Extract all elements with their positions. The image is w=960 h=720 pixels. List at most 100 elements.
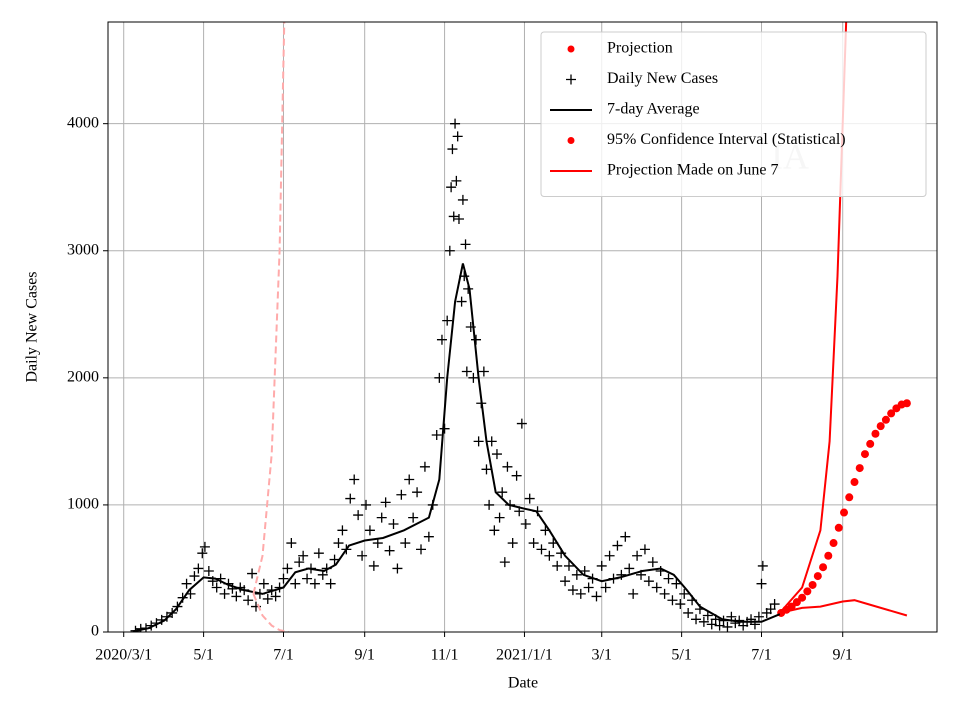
x-tick-label: 2020/3/1 xyxy=(95,647,152,664)
case-marker xyxy=(753,611,764,622)
case-marker xyxy=(434,372,445,383)
case-marker xyxy=(408,512,419,523)
case-marker xyxy=(604,550,615,561)
projection-dot xyxy=(792,598,801,607)
legend-label: 7-day Average xyxy=(607,101,700,118)
case-marker xyxy=(567,585,578,596)
axes-frame xyxy=(107,21,938,633)
case-marker xyxy=(560,576,571,587)
case-marker xyxy=(423,531,434,542)
x-tick-label: 7/1 xyxy=(273,647,293,664)
case-marker xyxy=(536,544,547,555)
case-marker xyxy=(671,578,682,589)
case-marker xyxy=(497,487,508,498)
x-axis-label: Date xyxy=(508,675,538,692)
case-marker xyxy=(189,571,200,582)
band-line xyxy=(252,22,286,595)
case-marker xyxy=(450,118,461,129)
legend-label: Daily New Cases xyxy=(607,70,718,87)
case-marker xyxy=(247,568,258,579)
case-marker xyxy=(181,578,192,589)
case-marker xyxy=(258,578,269,589)
case-marker xyxy=(309,578,320,589)
case-marker xyxy=(243,595,254,606)
case-marker xyxy=(494,512,505,523)
projection-dot xyxy=(803,587,812,596)
case-marker xyxy=(643,576,654,587)
case-marker xyxy=(446,182,457,193)
case-marker xyxy=(575,588,586,599)
y-tick-label: 3000 xyxy=(67,241,99,258)
case-marker xyxy=(412,487,423,498)
x-tick-label: 5/1 xyxy=(671,647,691,664)
case-marker xyxy=(544,550,555,561)
case-marker xyxy=(481,464,492,475)
case-marker xyxy=(345,493,356,504)
case-marker xyxy=(620,531,631,542)
case-marker xyxy=(380,497,391,508)
case-marker xyxy=(199,541,210,552)
case-marker xyxy=(612,540,623,551)
projection-dot xyxy=(824,551,833,560)
case-marker xyxy=(353,510,364,521)
case-marker xyxy=(507,538,518,549)
case-marker xyxy=(460,239,471,250)
x-tick-label: 9/1 xyxy=(354,647,374,664)
legend-marker xyxy=(567,45,575,53)
case-marker xyxy=(596,560,607,571)
case-marker xyxy=(714,620,725,631)
projection-dot xyxy=(902,399,911,408)
x-tick-label: 5/1 xyxy=(193,647,213,664)
case-marker xyxy=(647,557,658,568)
projection-dot xyxy=(798,593,807,602)
average-line xyxy=(132,263,781,632)
case-marker xyxy=(520,518,531,529)
case-marker xyxy=(663,573,674,584)
case-marker xyxy=(489,525,500,536)
case-marker xyxy=(624,563,635,574)
case-marker xyxy=(290,578,301,589)
projection-dot xyxy=(881,415,890,424)
case-marker xyxy=(457,194,468,205)
case-marker xyxy=(349,474,360,485)
projection-dot xyxy=(840,508,849,517)
case-marker xyxy=(499,557,510,568)
case-marker xyxy=(502,461,513,472)
case-marker xyxy=(219,588,230,599)
band-line xyxy=(252,593,289,632)
case-marker xyxy=(722,621,733,632)
case-marker xyxy=(491,449,502,460)
case-marker xyxy=(691,614,702,625)
case-marker xyxy=(667,595,678,606)
case-marker xyxy=(400,538,411,549)
case-marker xyxy=(439,423,450,434)
case-marker xyxy=(286,538,297,549)
y-axis-label: Daily New Cases xyxy=(24,271,41,382)
case-marker xyxy=(452,131,463,142)
case-marker xyxy=(765,604,776,615)
case-marker xyxy=(337,525,348,536)
projection-dot xyxy=(850,478,859,487)
case-marker xyxy=(706,619,717,630)
case-marker xyxy=(384,545,395,556)
legend-label: Projection xyxy=(607,40,673,57)
case-marker xyxy=(486,436,497,447)
case-marker xyxy=(419,461,430,472)
case-marker xyxy=(376,512,387,523)
case-marker xyxy=(524,493,535,504)
case-marker xyxy=(628,588,639,599)
projection-dot xyxy=(813,572,822,581)
projection-dot xyxy=(819,563,828,572)
case-marker xyxy=(294,557,305,568)
case-marker xyxy=(461,366,472,377)
case-marker xyxy=(436,334,447,345)
case-marker xyxy=(270,591,281,602)
case-marker xyxy=(451,175,462,186)
case-marker xyxy=(756,578,767,589)
case-marker xyxy=(563,560,574,571)
case-marker xyxy=(302,573,313,584)
case-marker xyxy=(571,569,582,580)
case-marker xyxy=(528,538,539,549)
case-marker xyxy=(203,566,214,576)
axes: 2020/3/1 5/1 7/1 9/1 11/1 2021/1/1 3/1 5/1 7/1 9/… xyxy=(67,114,853,663)
